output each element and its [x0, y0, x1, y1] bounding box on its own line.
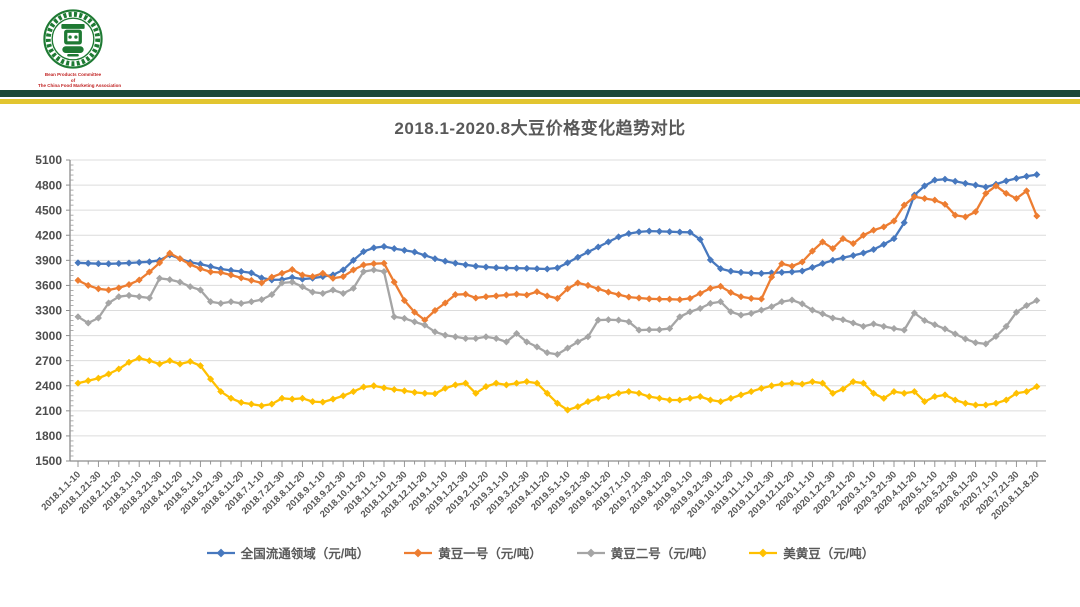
legend-item-national-circulation: 全国流通领域（元/吨）: [206, 543, 369, 562]
y-axis-label-3000: 3000: [35, 329, 62, 343]
legend-label-soybean-no1: 黄豆一号（元/吨）: [438, 547, 542, 561]
legend-marker-soybean-no1-icon: [404, 548, 433, 557]
association-logo: Bean Products Committee of The China Foo…: [38, 8, 122, 89]
legend-label-us-soybean: 美黄豆（元/吨）: [783, 547, 875, 561]
y-axis-label-5100: 5100: [35, 153, 62, 167]
series-markers-national-circulation: [74, 170, 1041, 284]
header-stripe-gold: [0, 99, 1080, 104]
y-axis-label-1800: 1800: [35, 429, 62, 443]
y-axis-label-3600: 3600: [35, 279, 62, 293]
y-axis-label-4200: 4200: [35, 228, 62, 242]
series-line-soybean-no2: [76, 268, 1038, 356]
y-axis-label-2400: 2400: [35, 379, 62, 393]
legend-label-soybean-no2: 黄豆二号（元/吨）: [610, 547, 715, 561]
chart-legend: 全国流通领域（元/吨） 黄豆一号（元/吨） 黄豆二号（元/吨） 美黄豆（元/吨）: [0, 543, 1080, 562]
legend-marker-national-circulation-icon: [206, 548, 235, 557]
logo-text: Bean Products Committee of The China Foo…: [38, 72, 122, 89]
legend-item-soybean-no1: 黄豆一号（元/吨）: [403, 543, 542, 562]
logo-emblem-icon: [43, 9, 103, 69]
logo-text-line2: of: [70, 77, 76, 83]
y-axis-label-4500: 4500: [35, 203, 62, 217]
series-markers-soybean-no1: [74, 182, 1041, 324]
y-axis-label-3900: 3900: [35, 254, 62, 268]
legend-label-national-circulation: 全国流通领域（元/吨）: [240, 547, 370, 561]
header-stripe-green: [0, 90, 1080, 97]
y-axis-label-2100: 2100: [35, 404, 62, 418]
logo-text-line3: The China Food Marketing Association: [38, 83, 122, 89]
series-line-national-circulation: [76, 173, 1038, 282]
y-axis-label-1500: 1500: [35, 454, 62, 468]
y-axis-label-2700: 2700: [35, 354, 62, 368]
logo-text-line1: Bean Products Committee: [44, 72, 102, 77]
y-axis-label-3300: 3300: [35, 304, 62, 318]
legend-item-us-soybean: 美黄豆（元/吨）: [748, 543, 874, 562]
series-markers-soybean-no2: [74, 266, 1041, 359]
legend-marker-soybean-no2-icon: [576, 548, 605, 557]
legend-item-soybean-no2: 黄豆二号（元/吨）: [576, 543, 714, 562]
series-markers-us-soybean: [74, 354, 1041, 414]
chart-title: 2018.1-2020.8大豆价格变化趋势对比: [394, 119, 686, 138]
legend-marker-us-soybean-icon: [749, 548, 778, 557]
y-axis-label-4800: 4800: [35, 178, 62, 192]
